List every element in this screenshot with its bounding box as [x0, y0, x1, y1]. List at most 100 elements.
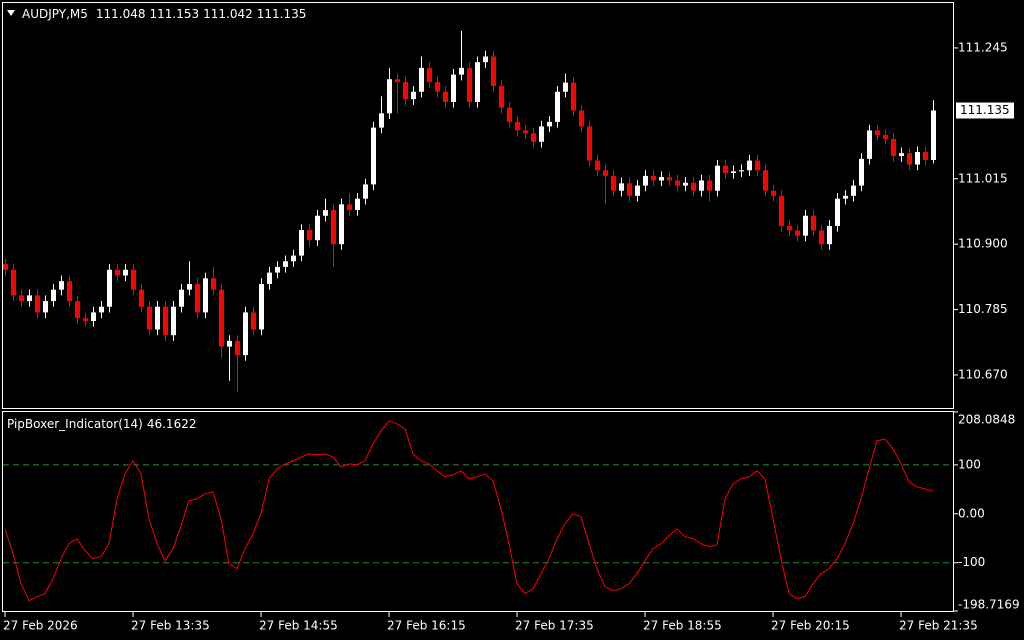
x-tick-label: 27 Feb 18:55: [643, 619, 722, 633]
candle-body: [259, 283, 264, 330]
last-low: 111.042: [203, 7, 253, 21]
candle-body: [75, 301, 80, 319]
candle-body: [731, 171, 736, 174]
candle-body: [307, 229, 312, 241]
indicator-panel: [2, 411, 954, 612]
candle-body: [299, 229, 304, 256]
candle-body: [467, 67, 472, 102]
candle-body: [523, 130, 528, 134]
candle-body: [795, 230, 800, 236]
candle-body: [683, 182, 688, 186]
x-tick-label: 27 Feb 13:35: [131, 619, 210, 633]
x-tick-label: 27 Feb 17:35: [515, 619, 594, 633]
candle-body: [859, 158, 864, 186]
candle-body: [635, 185, 640, 196]
candle-body: [587, 126, 592, 161]
candle-body: [499, 86, 504, 108]
current-price-label: 111.135: [960, 103, 1010, 117]
candle-body: [211, 278, 216, 290]
candle-body: [403, 82, 408, 100]
symbol-title: AUDJPY,M5: [22, 7, 88, 21]
indicator-header: PipBoxer_Indicator(14) 46.1622: [7, 417, 196, 431]
candle-body: [123, 269, 128, 276]
current-price-box: [956, 102, 1014, 119]
candle-body: [227, 340, 232, 347]
plot-layer: 110.670 110.785 110.900 111.015 111.245 111.1…: [3, 30, 1020, 633]
candle-body: [203, 278, 208, 313]
candle-body: [755, 160, 760, 171]
candle-body: [539, 126, 544, 142]
candle-body: [3, 264, 8, 270]
candle-body: [67, 281, 72, 302]
x-tick-label: 27 Feb 2026: [3, 619, 78, 633]
candle-body: [915, 152, 920, 165]
candle-body: [435, 82, 440, 92]
candle-body: [315, 215, 320, 241]
x-tick-label: 27 Feb 14:55: [259, 619, 338, 633]
candle-body: [83, 318, 88, 321]
candle-body: [875, 130, 880, 135]
candle-body: [835, 198, 840, 226]
candle-body: [163, 306, 168, 336]
candle-body: [251, 312, 256, 330]
candle-body: [923, 152, 928, 160]
candle-body: [891, 138, 896, 157]
candle-body: [611, 175, 616, 191]
candle-body: [787, 225, 792, 231]
candle-body: [43, 301, 48, 313]
candle-body: [275, 266, 280, 273]
candle-body: [195, 283, 200, 313]
symbol-menu-icon[interactable]: [7, 10, 15, 16]
candle-body: [339, 204, 344, 245]
candle-body: [931, 110, 936, 160]
candle-body: [99, 306, 104, 313]
candle-body: [451, 74, 456, 102]
main-panel: [2, 2, 954, 409]
candle-body: [11, 269, 16, 296]
candle-body: [395, 79, 400, 83]
candle-body: [555, 91, 560, 122]
candle-body: [811, 215, 816, 231]
last-open: 111.048: [96, 7, 146, 21]
candle-body: [715, 165, 720, 191]
last-close: 111.135: [257, 7, 307, 21]
candle-body: [387, 79, 392, 114]
candle-body: [651, 175, 656, 181]
candle-body: [283, 261, 288, 267]
candle-body: [771, 190, 776, 196]
y-tick-label: -100: [958, 555, 985, 569]
candle-body: [51, 289, 56, 302]
candle-body: [563, 82, 568, 92]
x-tick-label: 27 Feb 21:35: [899, 619, 978, 633]
y-tick-label: 110.900: [958, 237, 1008, 251]
candle-body: [475, 62, 480, 102]
candle-body: [379, 113, 384, 128]
candle-body: [459, 67, 464, 75]
y-tick-label: 111.015: [958, 171, 1008, 185]
candle-body: [35, 295, 40, 313]
candle-body: [851, 185, 856, 196]
candle-body: [187, 283, 192, 290]
candle-body: [171, 306, 176, 336]
candle-body: [155, 306, 160, 330]
candle-body: [803, 215, 808, 236]
candle-body: [699, 180, 704, 191]
last-high: 111.153: [150, 7, 200, 21]
candle-body: [131, 269, 136, 290]
candle-body: [139, 289, 144, 307]
candle-body: [179, 289, 184, 307]
candle-body: [643, 175, 648, 186]
candle-body: [219, 289, 224, 347]
candle-body: [907, 153, 912, 165]
y-tick-label: 208.0848: [958, 413, 1015, 427]
candle-body: [107, 269, 112, 307]
candle-body: [723, 165, 728, 174]
candle-body: [747, 160, 752, 171]
candle-body: [19, 295, 24, 302]
candle-body: [883, 134, 888, 139]
y-tick-label: 0.00: [958, 506, 985, 520]
y-tick-label: 110.785: [958, 302, 1008, 316]
candle-body: [411, 91, 416, 100]
candle-body: [867, 130, 872, 159]
candle-body: [59, 281, 64, 290]
